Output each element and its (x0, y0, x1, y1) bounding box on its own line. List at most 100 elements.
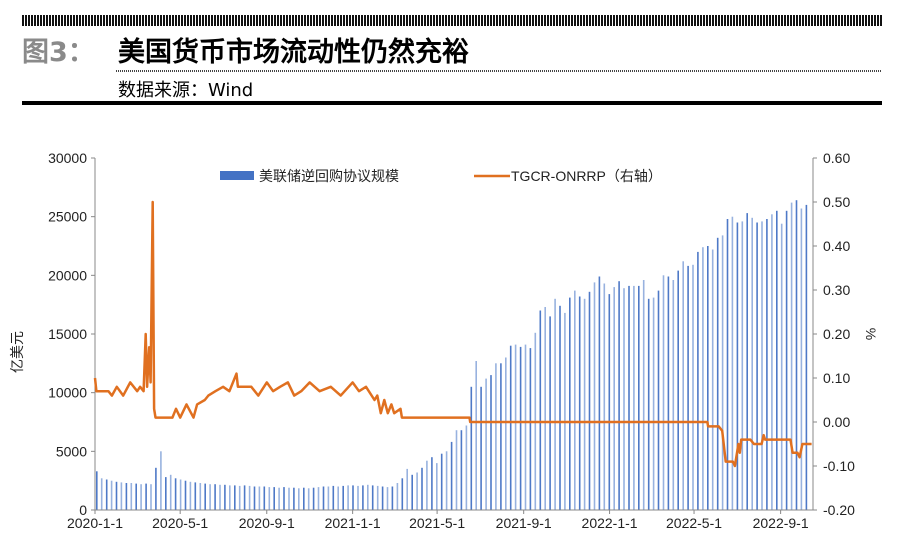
bar (204, 483, 206, 510)
bar (307, 488, 310, 510)
bar (726, 219, 729, 510)
bar (756, 222, 758, 510)
bar (549, 316, 551, 510)
bar (416, 472, 418, 510)
y-tick-label: 10000 (48, 385, 87, 401)
bar (776, 210, 778, 511)
bar (411, 474, 413, 510)
y2-tick-label: 0.60 (823, 150, 850, 166)
bar (406, 468, 408, 510)
bar (238, 485, 241, 510)
bar (746, 213, 748, 510)
bar (391, 486, 394, 510)
bar (426, 460, 428, 510)
bar (352, 485, 354, 510)
bar (608, 294, 611, 510)
bar (96, 471, 98, 510)
bar (263, 486, 266, 510)
bar (628, 285, 630, 510)
bar (564, 312, 566, 510)
header-stripe (22, 15, 882, 26)
bar (697, 251, 699, 510)
y-tick-label: 0 (79, 502, 87, 518)
bar (145, 483, 147, 510)
y-axis-label: 亿美元 (9, 331, 25, 373)
bar (766, 219, 768, 510)
bar (248, 485, 251, 510)
bar (751, 217, 753, 511)
bar (224, 484, 226, 510)
x-tick-label: 2021-9-1 (496, 515, 552, 531)
bar (303, 487, 305, 510)
bar (169, 474, 172, 510)
bar (298, 488, 300, 510)
bar (702, 247, 704, 510)
bar (495, 363, 497, 510)
bar (460, 430, 463, 510)
bar (179, 479, 182, 510)
bar (327, 486, 330, 510)
bar (524, 344, 527, 510)
bar (436, 463, 438, 510)
bar (317, 487, 320, 510)
bar (105, 479, 108, 510)
bar (652, 297, 655, 510)
y2-axis-label: % (863, 328, 879, 340)
bar (692, 264, 694, 510)
y2-tick-label: 0.40 (823, 238, 850, 254)
bar (711, 249, 714, 510)
bar (273, 487, 275, 510)
bar (741, 221, 744, 510)
bar (283, 487, 285, 510)
bar (155, 467, 157, 510)
bar (100, 478, 103, 510)
legend-bar-label: 美联储逆回购协议规模 (259, 168, 399, 184)
divider-thick (22, 101, 882, 105)
bar (554, 298, 556, 510)
bar (682, 261, 684, 510)
bar (194, 482, 197, 510)
data-source: 数据来源：Wind (118, 80, 254, 101)
bar (234, 485, 236, 510)
bar (465, 425, 468, 510)
bar (401, 478, 404, 510)
bar (500, 363, 502, 510)
bar (120, 482, 123, 510)
bar (150, 484, 152, 510)
y2-tick-label: 0.00 (823, 414, 850, 430)
bar (209, 484, 211, 510)
bar (174, 478, 177, 510)
bar (647, 298, 650, 510)
bar (509, 345, 512, 510)
bar (135, 483, 137, 510)
bar (790, 202, 793, 510)
bar (386, 487, 389, 510)
x-tick-label: 2020-5-1 (152, 515, 208, 531)
bar (490, 375, 492, 510)
x-tick-label: 2021-1-1 (325, 515, 381, 531)
x-tick-label: 2022-1-1 (582, 515, 638, 531)
bar (480, 386, 482, 510)
bar (761, 221, 763, 510)
bar (574, 290, 576, 510)
bar (440, 453, 443, 510)
bar (662, 275, 665, 510)
bar (371, 485, 374, 510)
bar (800, 208, 803, 510)
legend-bar-swatch (220, 171, 254, 180)
bar (707, 246, 709, 510)
bar (578, 296, 581, 510)
bar (603, 283, 606, 510)
bar (337, 486, 339, 510)
bar (583, 298, 586, 510)
y-tick-label: 20000 (48, 267, 87, 283)
bar (130, 483, 133, 510)
bar (342, 485, 344, 510)
bar (288, 487, 290, 510)
legend-line-label: TGCR-ONRRP（右轴） (511, 168, 662, 184)
bar (544, 307, 546, 510)
bar (219, 484, 221, 510)
y-tick-label: 15000 (48, 326, 87, 342)
bar (623, 288, 625, 510)
